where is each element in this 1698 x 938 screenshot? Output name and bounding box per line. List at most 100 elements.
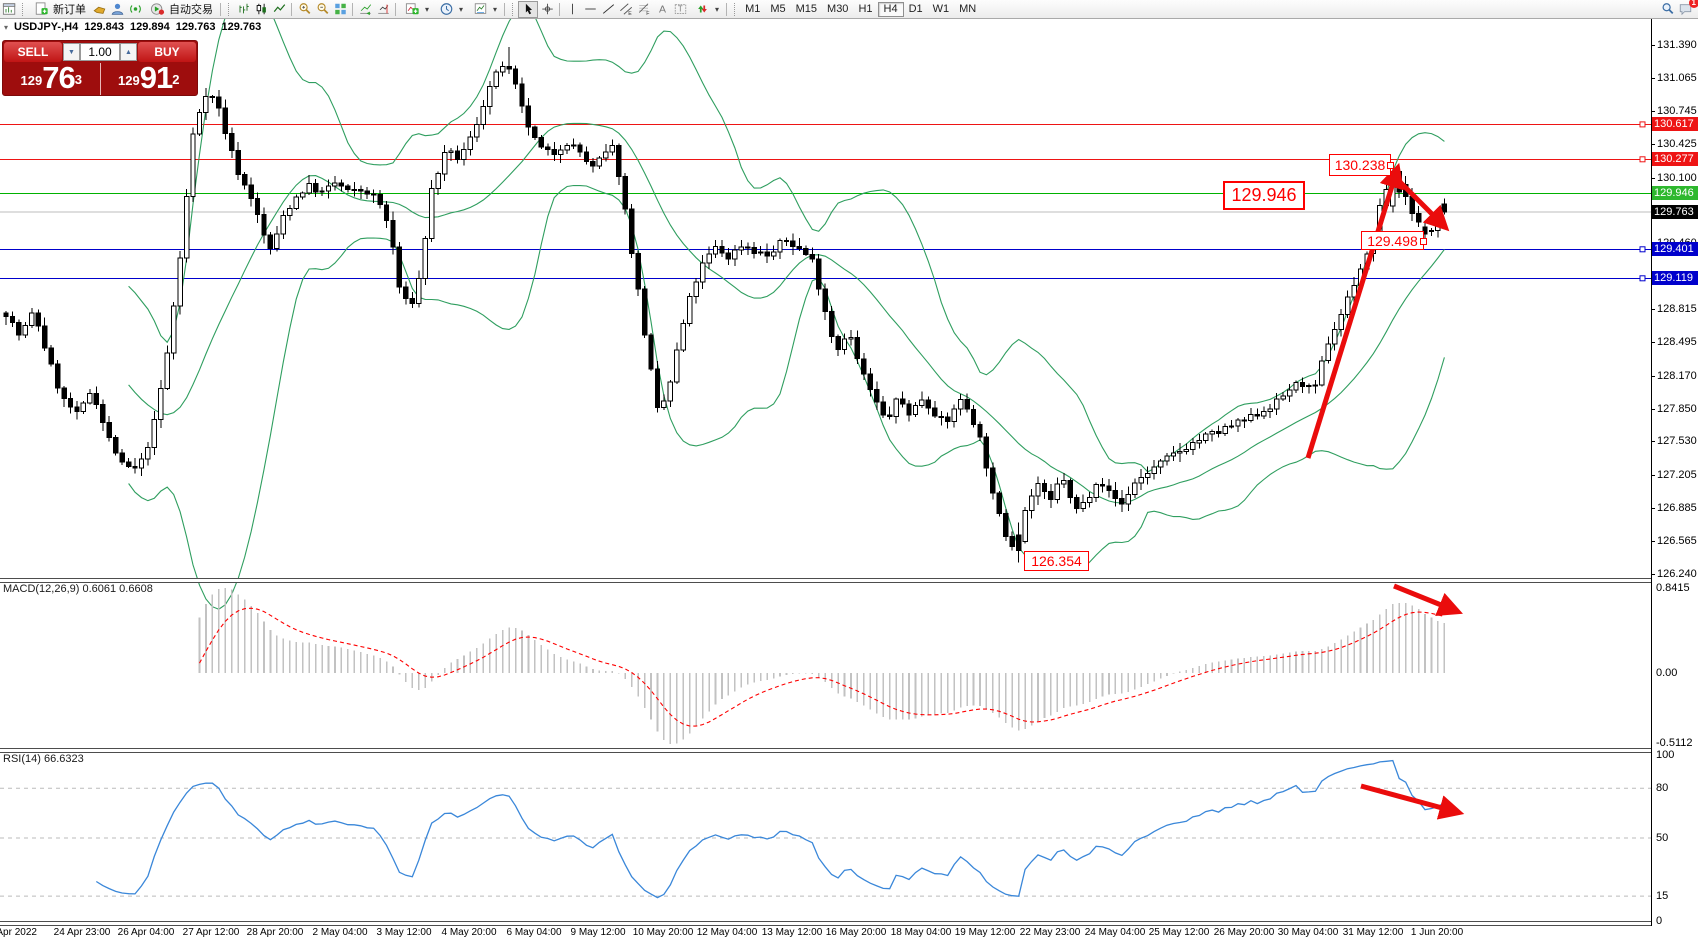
price-tick-mark: [1651, 178, 1655, 179]
annotation-anchor-square: [1387, 162, 1394, 169]
price-tick-label: 131.065: [1657, 72, 1697, 84]
price-tick-label: 130.425: [1657, 138, 1697, 150]
crosshair-icon[interactable]: [538, 2, 556, 17]
time-axis-label: 31 May 12:00: [1342, 927, 1404, 938]
zoom-in-icon[interactable]: [295, 2, 313, 17]
toolbar-separator: [220, 2, 221, 16]
timeframe-m1[interactable]: M1: [745, 2, 761, 15]
text-icon[interactable]: A: [653, 2, 671, 17]
periods-button[interactable]: ▾: [433, 1, 467, 17]
panel-separator[interactable]: [0, 578, 1651, 583]
timeframe-h4[interactable]: H4: [877, 1, 904, 17]
autotrade-icon: [148, 2, 166, 17]
time-axis-label: 3 May 12:00: [376, 927, 432, 938]
autotrade-label: 自动交易: [169, 4, 213, 16]
candlestick-chart-icon[interactable]: [252, 2, 270, 17]
add-indicator-icon: [403, 2, 421, 17]
buy-price[interactable]: 129 91 2: [101, 60, 198, 95]
time-axis-label: 16 May 20:00: [825, 927, 887, 938]
price-badge: 129.946: [1652, 186, 1698, 200]
buy-price-big: 91: [139, 60, 173, 95]
new-order-button[interactable]: 新订单: [28, 1, 90, 17]
dropdown-caret: ▾: [493, 4, 498, 14]
buy-button[interactable]: BUY: [138, 42, 196, 62]
trade-panel-prices: 129 76 3 129 91 2: [3, 60, 198, 95]
templates-icon: [471, 2, 489, 17]
annotation-price-label[interactable]: 129.946: [1223, 181, 1305, 210]
volume-up-button[interactable]: ▲: [120, 43, 137, 61]
sell-button[interactable]: SELL: [4, 42, 62, 62]
cursor-icon[interactable]: [518, 0, 539, 18]
tile-windows-icon[interactable]: [331, 2, 349, 17]
zoom-out-icon[interactable]: [313, 2, 331, 17]
window-icon: [0, 2, 18, 17]
volume-down-button[interactable]: ▼: [63, 43, 80, 61]
vertical-line-icon[interactable]: [563, 2, 581, 17]
signals-icon[interactable]: [108, 2, 126, 17]
toolbar-grip: [734, 2, 738, 16]
sell-price-sup: 3: [74, 72, 82, 87]
price-badge: 129.401: [1652, 242, 1698, 256]
time-axis-label: 4 May 20:00: [441, 927, 497, 938]
rsi-axis-label: 100: [1656, 749, 1675, 761]
periods-clock-icon: [437, 2, 455, 17]
volume-input[interactable]: 1.00: [80, 43, 120, 61]
arrows-icon: [693, 2, 711, 17]
price-tick-mark: [1651, 508, 1655, 509]
buy-price-sup: 2: [172, 72, 180, 87]
notifications-icon[interactable]: 1: [1676, 0, 1698, 17]
price-tick-mark: [1651, 409, 1655, 410]
timeframe-w1[interactable]: W1: [932, 2, 950, 15]
price-tick-label: 130.100: [1657, 172, 1697, 184]
timeframe-mn[interactable]: MN: [959, 2, 977, 15]
trendline-icon[interactable]: [599, 2, 617, 17]
toolbar-grip: [512, 2, 516, 16]
time-axis-label: 2 May 04:00: [312, 927, 368, 938]
autotrade-button[interactable]: 自动交易: [144, 1, 217, 17]
line-chart-icon[interactable]: [270, 2, 288, 17]
annotation-price-label[interactable]: 130.238: [1329, 154, 1394, 176]
equidistant-channel-icon[interactable]: E: [617, 2, 635, 17]
new-order-label: 新订单: [53, 4, 86, 16]
rsi-axis-label: 15: [1656, 890, 1669, 902]
time-axis-label: 10 May 20:00: [632, 927, 694, 938]
bar-chart-icon[interactable]: [234, 2, 252, 17]
price-tick-mark: [1651, 475, 1655, 476]
annotation-price-label[interactable]: 126.354: [1024, 551, 1089, 571]
timeframe-h1[interactable]: H1: [858, 2, 873, 15]
price-badge: 129.763: [1652, 205, 1698, 219]
horizontal-line-icon[interactable]: [581, 2, 599, 17]
timeframe-m5[interactable]: M5: [770, 2, 786, 15]
templates-button[interactable]: ▾: [467, 1, 501, 17]
price-tick-mark: [1651, 309, 1655, 310]
timeframe-m30[interactable]: M30: [827, 2, 849, 15]
price-tick-label: 127.530: [1657, 435, 1697, 447]
price-tick-mark: [1651, 441, 1655, 442]
price-badge: 129.119: [1652, 271, 1698, 285]
sell-price[interactable]: 129 76 3: [3, 62, 101, 95]
price-tick-label: 130.745: [1657, 105, 1697, 117]
chevron-down-icon[interactable]: ▾: [4, 22, 9, 32]
price-tick-mark: [1651, 111, 1655, 112]
chart-shift-icon[interactable]: [374, 2, 392, 17]
search-icon[interactable]: [1658, 2, 1676, 17]
price-tick-mark: [1651, 78, 1655, 79]
market-watch-icon[interactable]: [90, 2, 108, 17]
time-axis-label: 28 Apr 20:00: [246, 927, 304, 938]
arrows-button[interactable]: ▾: [689, 1, 723, 17]
symbol-info: ▾ USDJPY-,H4 129.843 129.894 129.763 129…: [4, 21, 261, 33]
macd-axis-label: -0.5112: [1656, 737, 1693, 749]
panel-separator[interactable]: [0, 748, 1651, 753]
price-tick-mark: [1651, 376, 1655, 377]
buy-price-prefix: 129: [118, 73, 140, 88]
rsi-axis-label: 50: [1656, 832, 1669, 844]
broadcast-icon[interactable]: [126, 2, 144, 17]
add-indicator-button[interactable]: ▾: [399, 1, 433, 17]
auto-scroll-icon[interactable]: [356, 2, 374, 17]
timeframe-d1[interactable]: D1: [908, 2, 923, 15]
text-label-icon[interactable]: T: [671, 2, 689, 17]
timeframe-m15[interactable]: M15: [795, 2, 818, 15]
fibonacci-icon[interactable]: F: [635, 2, 653, 17]
annotation-price-label[interactable]: 129.498: [1361, 231, 1427, 250]
